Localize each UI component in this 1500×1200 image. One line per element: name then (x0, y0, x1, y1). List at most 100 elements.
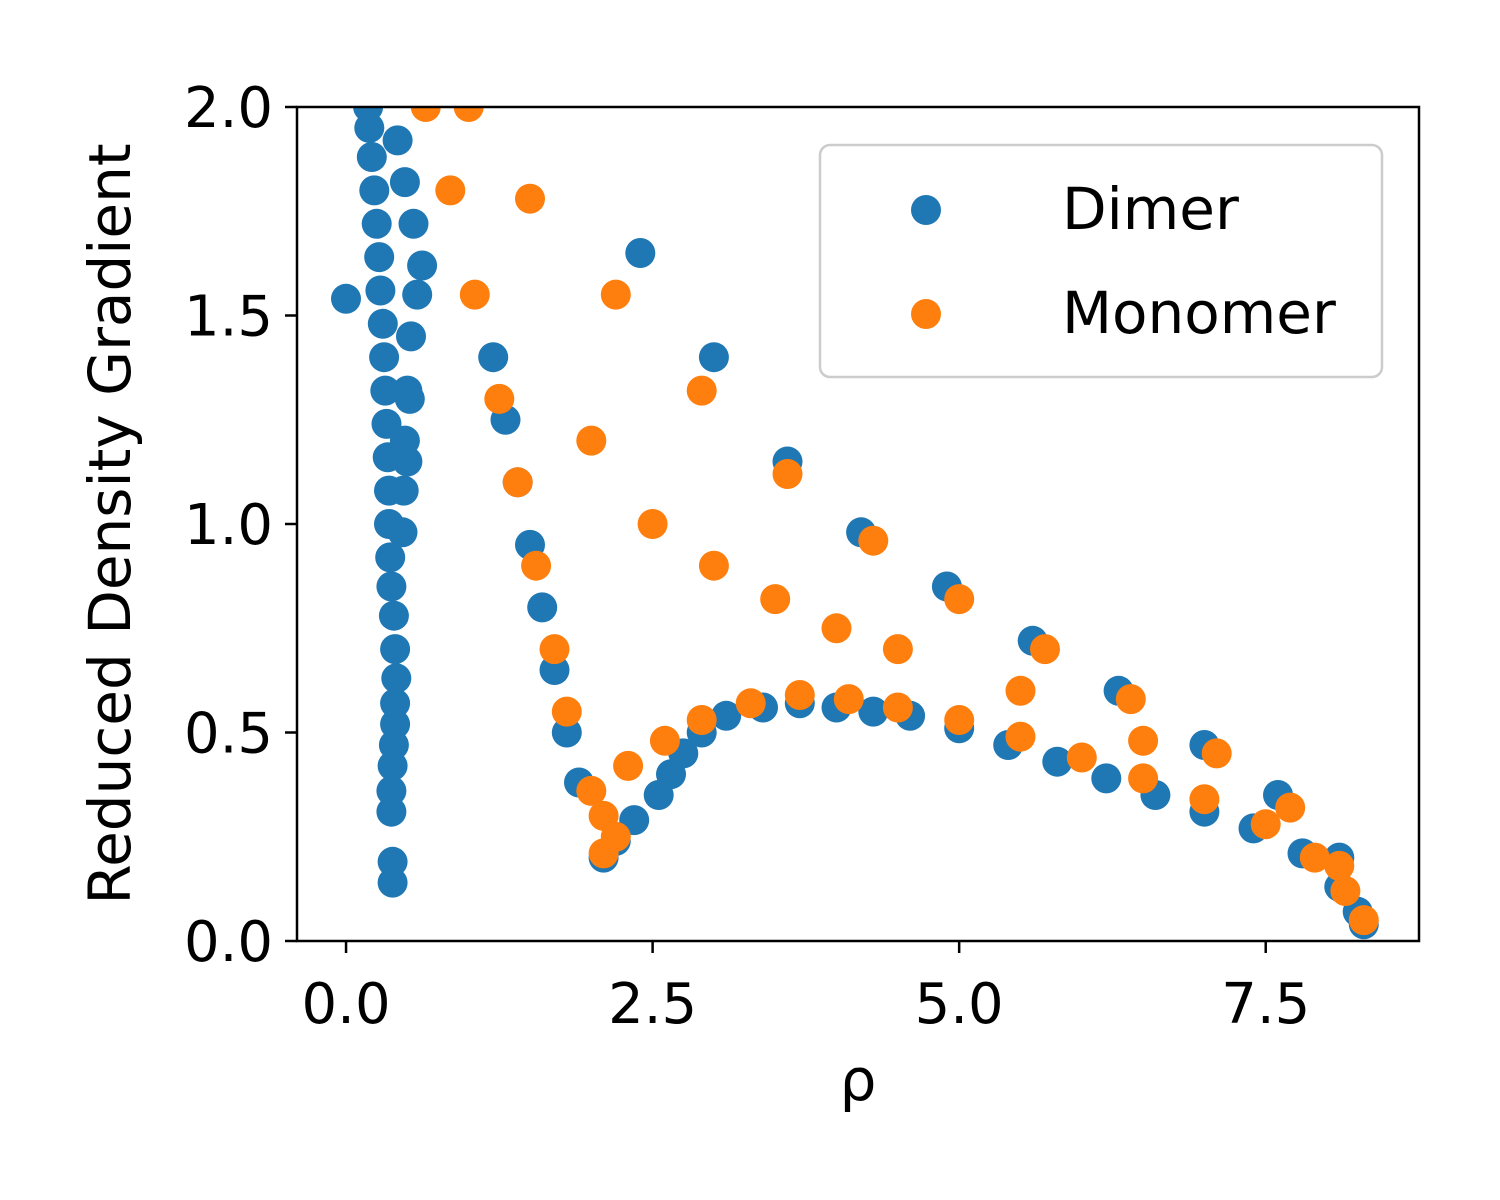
dimer-point (711, 700, 742, 731)
dimer-point (377, 846, 408, 877)
dimer-point (539, 655, 570, 685)
y-tick-label: 0.0 (184, 910, 273, 975)
y-axis-label: Reduced Density Gradient (76, 143, 144, 904)
monomer-point (1066, 742, 1097, 773)
legend: Dimer Monomer (818, 143, 1384, 379)
monomer-point (521, 550, 552, 581)
dimer-point (377, 867, 408, 898)
monomer-point (1275, 792, 1306, 823)
monomer-point (459, 279, 490, 310)
dimer-point (527, 592, 558, 623)
dimer-point (396, 321, 426, 352)
monomer-point (1348, 905, 1379, 936)
dimer-point (478, 342, 509, 373)
monomer-point (1128, 763, 1159, 794)
dimer-point (388, 475, 419, 506)
dimer-point (376, 571, 407, 602)
monomer-point (735, 688, 766, 719)
legend-marker-monomer (911, 299, 941, 329)
dimer-point (353, 107, 384, 122)
dimer-point (359, 175, 390, 206)
dimer-point (698, 342, 729, 373)
monomer-point (698, 550, 729, 581)
monomer-point (1115, 684, 1146, 715)
monomer-point (944, 584, 975, 615)
x-tick-label: 0.0 (302, 972, 391, 1037)
x-tick-label: 7.5 (1221, 972, 1310, 1037)
dimer-point (361, 208, 392, 239)
monomer-point (858, 525, 889, 556)
monomer-point (1201, 738, 1232, 769)
legend-label-monomer: Monomer (1062, 279, 1336, 347)
monomer-point (833, 684, 864, 715)
monomer-point (760, 584, 791, 615)
dimer-point (364, 242, 395, 273)
monomer-point (576, 775, 607, 806)
dimer-point (376, 775, 407, 806)
dimer-point (625, 238, 656, 268)
x-tick-label: 2.5 (608, 972, 697, 1037)
dimer-point (551, 717, 582, 748)
dimer-point (369, 342, 400, 373)
dimer-point (367, 308, 398, 339)
monomer-point (1005, 721, 1036, 752)
monomer-point (686, 375, 717, 406)
legend-box (818, 143, 1384, 379)
monomer-point (1324, 850, 1355, 881)
dimer-point (380, 709, 411, 740)
legend-label-dimer: Dimer (1062, 175, 1239, 243)
dimer-point (331, 283, 361, 314)
dimer-point (387, 517, 418, 548)
monomer-point (772, 459, 803, 489)
dimer-point (376, 796, 407, 827)
monomer-point (539, 634, 570, 665)
dimer-point (858, 696, 889, 727)
x-axis-label: ρ (840, 1046, 877, 1114)
monomer-point (882, 634, 913, 665)
dimer-point (382, 125, 413, 156)
dimer-point (402, 279, 433, 310)
monomer-point (410, 107, 441, 122)
dimer-point (381, 663, 412, 694)
dimer-point (392, 446, 423, 477)
dimer-point (356, 142, 387, 172)
monomer-point (1330, 876, 1361, 906)
monomer-point (1250, 809, 1281, 840)
monomer-point (453, 107, 484, 122)
dimer-point (394, 383, 425, 414)
monomer-point (637, 509, 668, 539)
dimer-point (398, 208, 429, 239)
monomer-point (484, 383, 515, 414)
dimer-point (389, 167, 420, 198)
legend-marker-dimer (911, 195, 941, 225)
monomer-point (821, 613, 852, 644)
y-axis-ticks: 0.0 0.5 1.0 1.5 2.0 (184, 76, 297, 975)
monomer-point (515, 183, 545, 214)
dimer-point (407, 250, 438, 281)
x-axis-ticks: 0.0 2.5 5.0 7.5 (302, 941, 1310, 1037)
monomer-point (784, 680, 815, 710)
monomer-point (576, 425, 607, 456)
y-tick-label: 1.5 (184, 285, 273, 350)
dimer-point (370, 375, 401, 406)
y-tick-label: 0.5 (184, 702, 273, 767)
monomer-point (502, 467, 533, 498)
series-layer (331, 107, 1379, 940)
monomer-point (944, 705, 975, 735)
monomer-point (1189, 784, 1220, 815)
monomer-point (588, 800, 619, 831)
monomer-point (435, 175, 466, 206)
monomer-point (1030, 634, 1060, 665)
x-tick-label: 5.0 (915, 972, 1004, 1037)
monomer-point (686, 705, 717, 735)
monomer-point (600, 279, 631, 310)
y-tick-label: 2.0 (184, 76, 273, 141)
monomer-point (613, 750, 644, 781)
series-monomer (410, 107, 1379, 936)
dimer-point (1042, 746, 1073, 777)
dimer-point (365, 275, 396, 306)
monomer-point (882, 692, 913, 723)
dimer-point (375, 542, 406, 573)
monomer-point (1005, 675, 1036, 706)
